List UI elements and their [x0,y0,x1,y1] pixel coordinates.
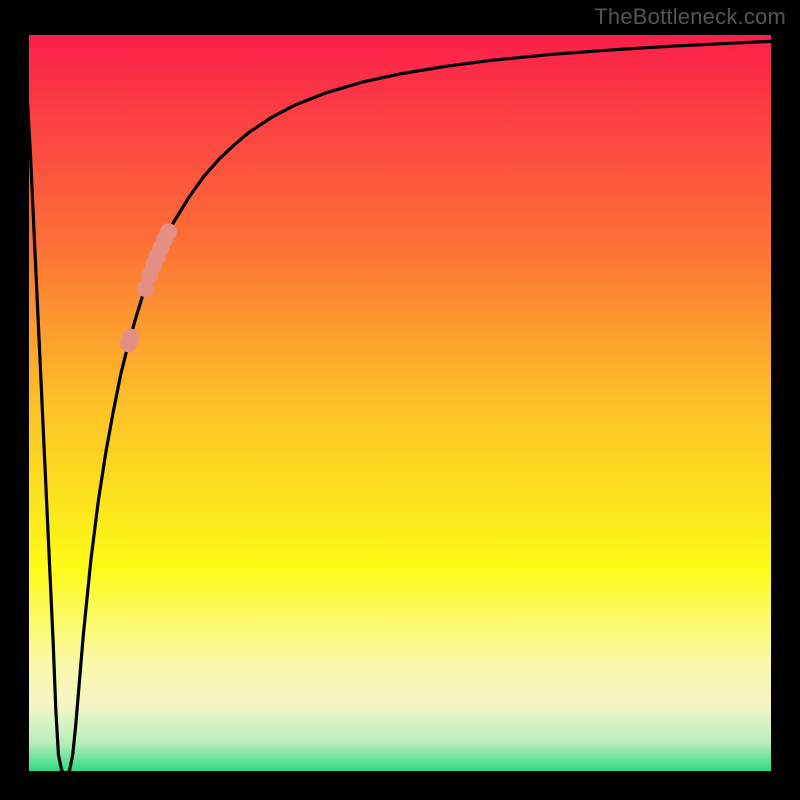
highlight-marker [160,223,177,240]
plot-background [23,29,777,777]
chart-stage: TheBottleneck.com [0,0,800,800]
watermark-text: TheBottleneck.com [594,4,786,30]
highlight-marker [120,335,137,352]
bottleneck-curve-chart [23,29,777,777]
plot-area [23,29,777,777]
